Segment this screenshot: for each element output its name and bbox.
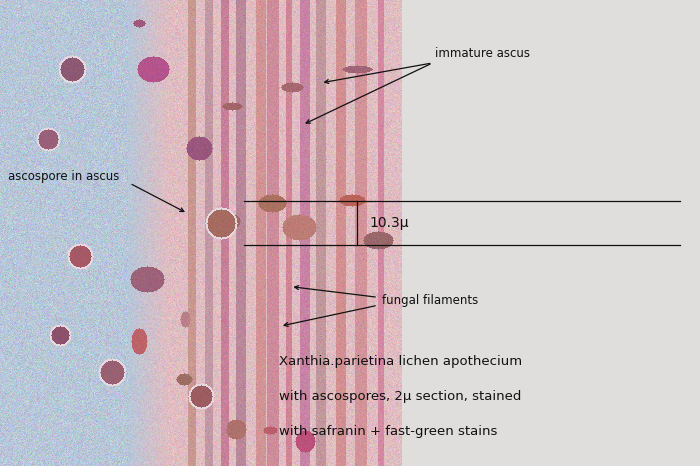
Text: immature ascus: immature ascus [435, 47, 531, 60]
Text: ascospore in ascus: ascospore in ascus [8, 170, 120, 183]
Text: with safranin + fast-green stains: with safranin + fast-green stains [279, 425, 497, 438]
Text: Xanthia.parietina lichen apothecium: Xanthia.parietina lichen apothecium [279, 355, 522, 368]
Text: with ascospores, 2μ section, stained: with ascospores, 2μ section, stained [279, 390, 521, 403]
Text: 10.3μ: 10.3μ [370, 216, 409, 230]
Text: fungal filaments: fungal filaments [382, 294, 477, 307]
